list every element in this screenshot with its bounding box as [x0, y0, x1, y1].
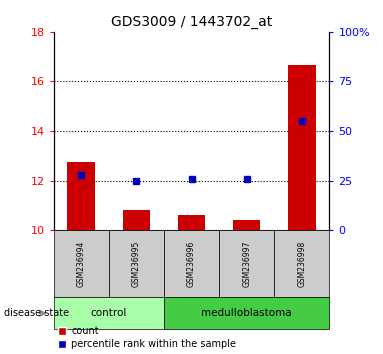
Text: disease state: disease state: [4, 308, 69, 318]
Bar: [123, 210, 150, 230]
Bar: [67, 162, 95, 230]
Title: GDS3009 / 1443702_at: GDS3009 / 1443702_at: [111, 16, 272, 29]
Text: GSM236996: GSM236996: [187, 240, 196, 287]
Text: GSM236994: GSM236994: [77, 240, 86, 287]
Bar: [288, 65, 316, 230]
Text: control: control: [91, 308, 127, 318]
Bar: [233, 220, 260, 230]
Text: medulloblastoma: medulloblastoma: [201, 308, 292, 318]
Text: GSM236995: GSM236995: [132, 240, 141, 287]
Legend: count, percentile rank within the sample: count, percentile rank within the sample: [59, 326, 236, 349]
Text: GSM236998: GSM236998: [297, 241, 306, 287]
Text: GSM236997: GSM236997: [242, 240, 251, 287]
Bar: [178, 215, 205, 230]
